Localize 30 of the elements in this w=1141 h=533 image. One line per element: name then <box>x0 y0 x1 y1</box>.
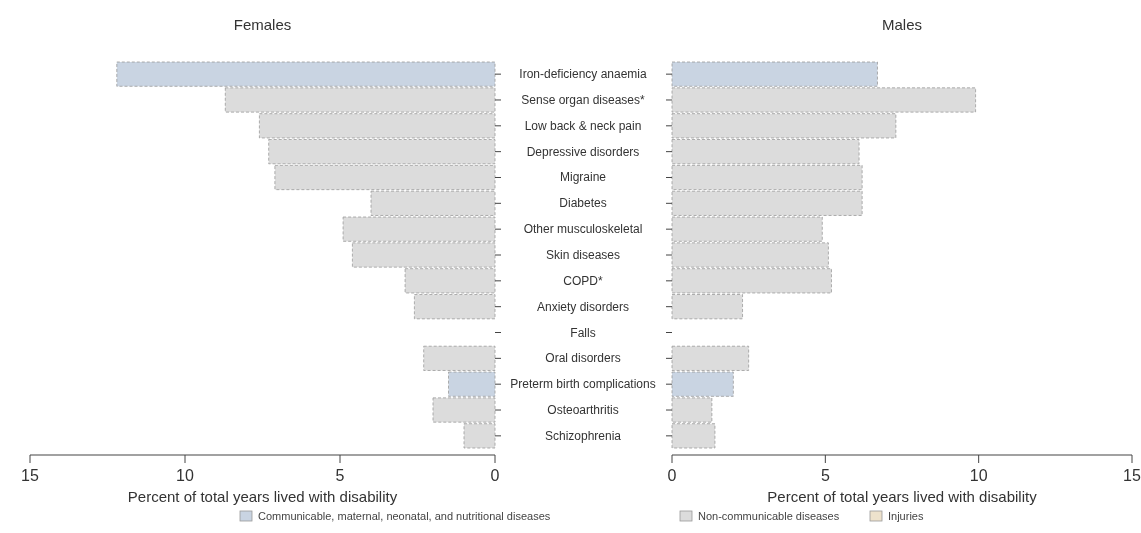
y-tick-label: Oral disorders <box>545 351 621 366</box>
y-tick-label: Low back & neck pain <box>524 118 642 133</box>
x-tick-label: 5 <box>335 467 345 484</box>
y-tick-label: Schizophrenia <box>544 428 622 443</box>
y-tick-label: Skin diseases <box>545 248 621 262</box>
y-tick-label: Sense organ diseases* <box>521 92 646 107</box>
y-tick-label: Depressive disorders <box>526 144 640 159</box>
y-tick-label: Iron-deficiency anaemia <box>519 67 648 82</box>
legend-label: Injuries <box>888 510 924 522</box>
legend-label: Non-communicable diseases <box>698 510 840 522</box>
y-tick-label: Migraine <box>559 170 607 185</box>
y-tick-label: Other musculoskeletal <box>523 222 643 237</box>
chart-title: Females <box>233 16 292 33</box>
x-tick-label: 5 <box>820 467 830 484</box>
y-tick-label: Diabetes <box>559 196 607 211</box>
x-axis-title: Percent of total years lived with disability <box>127 488 398 505</box>
x-tick-label: 15 <box>21 467 39 484</box>
chart-title: Males <box>881 16 923 33</box>
x-tick-label: 10 <box>969 467 988 484</box>
legend-label: Communicable, maternal, neonatal, and nutritional diseases <box>258 510 551 522</box>
x-tick-label: 10 <box>176 467 194 484</box>
x-tick-label: 0 <box>490 467 500 484</box>
y-tick-label: Osteoarthritis <box>547 403 619 418</box>
x-tick-label: 15 <box>1123 467 1141 484</box>
x-tick-label: 0 <box>667 467 677 484</box>
y-tick-label: Anxiety disorders <box>536 299 630 314</box>
y-tick-label: COPD* <box>563 273 603 288</box>
x-axis-title: Percent of total years lived with disability <box>767 488 1038 505</box>
y-tick-label: Preterm birth complications <box>510 377 656 392</box>
y-tick-label: Falls <box>570 325 596 340</box>
